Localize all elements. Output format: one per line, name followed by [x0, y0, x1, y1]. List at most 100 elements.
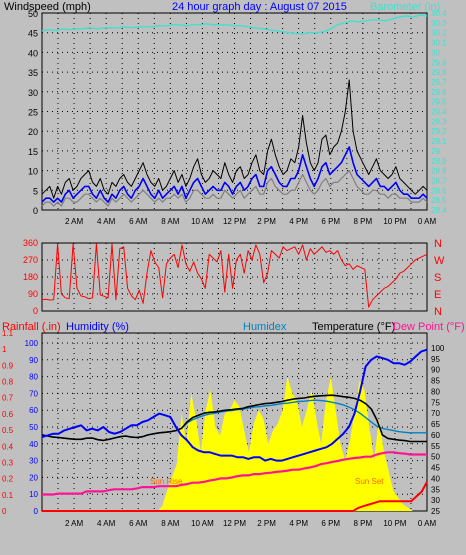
barometer-tick-label: 29.4 [431, 108, 447, 117]
barometer-tick-label: 30.1 [431, 39, 447, 48]
dewpoint-line [42, 451, 427, 496]
temp-tick-label: 80 [431, 387, 440, 396]
x-tick-label: 10 PM [383, 519, 406, 528]
temp-tick-label: 50 [431, 453, 440, 462]
rain-tick-label: 0.8 [2, 378, 14, 387]
temp-series [41, 348, 428, 512]
compass-label: N [434, 306, 442, 318]
windspeed-label: Windspeed (mph) [4, 1, 91, 13]
barometer-tick-label: 30.4 [431, 9, 447, 18]
barometer-tick-label: 28.6 [431, 186, 447, 195]
wind-y-axis-left: 0 5 10 15 20 25 30 35 40 45 50 [28, 9, 38, 216]
wind-x-axis: 2 AM 4 AM 6 AM 8 AM 10 AM 12 PM 2 PM 4 PM 6 PM 8 … [65, 217, 436, 226]
x-tick-label: 4 PM [289, 217, 308, 226]
rain-tick-label: 0.1 [2, 491, 14, 500]
x-tick-label: 2 PM [257, 217, 276, 226]
rain-tick-label: 0.6 [2, 410, 14, 419]
x-tick-label: 8 AM [161, 217, 180, 226]
x-tick-label: 8 PM [353, 519, 372, 528]
wind-tick-label: 50 [28, 9, 38, 19]
compass-label: N [434, 238, 442, 250]
chart-title: 24 hour graph day : August 07 2015 [172, 1, 347, 13]
solar-area [42, 376, 427, 511]
barometer-line [41, 14, 428, 35]
temp-tick-label: 40 [431, 474, 440, 483]
temp-tick-label: 95 [431, 355, 440, 364]
x-tick-label: 4 AM [97, 217, 116, 226]
wind-tick-label: 0 [33, 206, 38, 216]
sunset-annotation: Sun Set [355, 477, 384, 486]
sun-annotations: Sun Rise Sun Set [150, 477, 384, 486]
humidity-tick-label: 100 [25, 339, 39, 348]
temperature-line [41, 394, 427, 443]
barometer-tick-label: 29.3 [431, 117, 447, 126]
rainfall-line [42, 481, 428, 512]
x-tick-label: 6 PM [321, 519, 340, 528]
humidity-line [41, 348, 428, 462]
wind-tick-label: 35 [28, 68, 38, 78]
rain-tick-label: 0.4 [2, 442, 14, 451]
x-tick-label: 6 PM [321, 217, 340, 226]
x-tick-label: 2 AM [65, 217, 84, 226]
direction-series [41, 243, 428, 308]
rain-y-axis: 0 0.1 0.2 0.3 0.4 0.5 0.6 0.7 0.8 0.9 1 1.1 [2, 329, 14, 516]
humidity-tick-label: 70 [29, 389, 38, 398]
direction-tick-label: 180 [23, 272, 38, 282]
x-tick-label: 10 AM [191, 519, 214, 528]
temp-tick-label: 70 [431, 409, 440, 418]
wind-series [41, 14, 428, 207]
wind-line [41, 146, 428, 203]
x-tick-label: 8 PM [353, 217, 372, 226]
wind-panel-grid [42, 12, 427, 211]
humidity-tick-label: 0 [34, 507, 39, 516]
wind-tick-label: 30 [28, 88, 38, 98]
temp-tick-label: 25 [431, 507, 440, 516]
temp-tick-label: 65 [431, 420, 440, 429]
temp-x-axis: 2 AM 4 AM 6 AM 8 AM 10 AM 12 PM 2 PM 4 PM 6 PM 8 … [65, 519, 436, 528]
x-tick-label: 0 AM [418, 519, 437, 528]
dewpoint-label: Dew Point (°F) [393, 321, 465, 333]
barometer-tick-label: 29.9 [431, 58, 447, 67]
wind-tick-label: 20 [28, 127, 38, 137]
wind-tick-label: 10 [28, 167, 38, 177]
humidity-tick-label: 30 [29, 457, 38, 466]
barometer-tick-label: 29.5 [431, 98, 447, 107]
temp-tick-label: 75 [431, 398, 440, 407]
direction-tick-label: 270 [23, 255, 38, 265]
gust-line [41, 79, 428, 199]
temp-tick-label: 55 [431, 442, 440, 451]
humidity-tick-label: 90 [29, 356, 38, 365]
compass-label: S [434, 272, 441, 284]
compass-label: W [434, 255, 445, 267]
barometer-tick-label: 28.4 [431, 206, 447, 215]
temp-tick-label: 60 [431, 431, 440, 440]
temp-tick-label: 100 [431, 344, 445, 353]
humidity-tick-label: 20 [29, 473, 38, 482]
rain-tick-label: 0.7 [2, 394, 14, 403]
wind-avg-line [41, 170, 428, 207]
wind-y-axis-right: 28.428.528.628.728.828.92929.129.229.329… [431, 9, 447, 215]
rainfall-label: Rainfall (.in) [2, 321, 61, 333]
rain-tick-label: 0 [2, 507, 7, 516]
humidity-label: Humidity (%) [66, 321, 129, 333]
barometer-tick-label: 30.2 [431, 29, 447, 38]
wind-tick-label: 5 [33, 186, 38, 196]
barometer-tick-label: 29.6 [431, 88, 447, 97]
rain-tick-label: 0.3 [2, 458, 14, 467]
direction-line [41, 243, 428, 308]
barometer-tick-label: 28.5 [431, 196, 447, 205]
x-tick-label: 6 AM [129, 519, 148, 528]
temp-tick-label: 35 [431, 485, 440, 494]
barometer-tick-label: 30 [431, 48, 440, 57]
rain-tick-label: 1.1 [2, 329, 14, 338]
humidex-label: Humidex [243, 321, 287, 333]
temp-tick-label: 30 [431, 496, 440, 505]
x-tick-label: 4 AM [97, 519, 116, 528]
barometer-label: Barometer (in) [370, 1, 440, 13]
wind-tick-label: 25 [28, 108, 38, 118]
direction-tick-label: 0 [33, 306, 38, 316]
